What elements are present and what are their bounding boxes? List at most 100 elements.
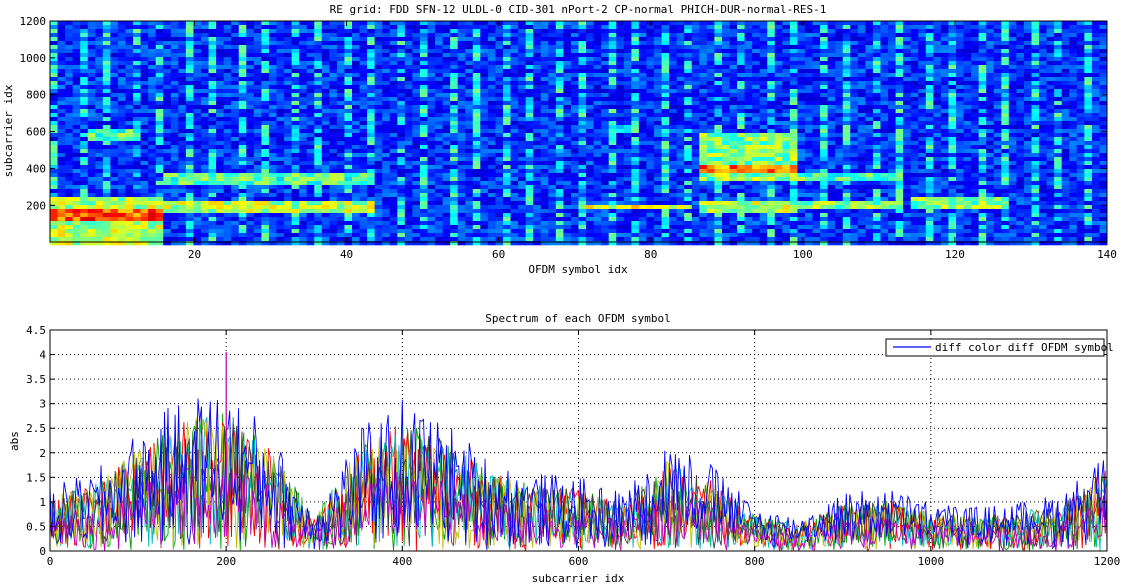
heatmap-cell (223, 241, 232, 246)
heatmap-cell (344, 193, 353, 198)
heatmap-cell (457, 69, 466, 74)
heatmap-cell (623, 49, 632, 54)
heatmap-cell (80, 221, 89, 226)
heatmap-cell (117, 153, 126, 158)
heatmap-cell (450, 165, 459, 170)
heatmap-cell (231, 25, 240, 30)
heatmap-cell (133, 141, 141, 146)
heatmap-cell (631, 173, 640, 178)
heatmap-cell (321, 97, 330, 102)
heatmap-cell (684, 101, 693, 106)
heatmap-cell (223, 229, 232, 234)
heatmap-cell (654, 233, 662, 238)
heatmap-cell (586, 109, 594, 114)
heatmap-cell (654, 137, 662, 142)
heatmap-cell (65, 157, 74, 162)
heatmap-cell (608, 237, 617, 242)
heatmap-cell (284, 153, 292, 158)
heatmap-cell (344, 109, 353, 114)
heatmap-cell (533, 169, 542, 174)
heatmap-cell (306, 105, 315, 110)
heatmap-cell (669, 221, 678, 226)
heatmap-cell (578, 213, 587, 218)
heatmap-cell (352, 137, 360, 142)
heatmap-cell (246, 109, 255, 114)
heatmap-cell (185, 49, 194, 54)
heatmap-cell (117, 169, 126, 174)
heatmap-cell (246, 205, 255, 210)
heatmap-cell (389, 113, 398, 118)
heatmap-cell (299, 25, 308, 30)
heatmap-cell (299, 161, 308, 166)
heatmap-cell (555, 25, 564, 30)
heatmap-cell (216, 61, 225, 66)
heatmap-cell (412, 221, 421, 226)
heatmap-cell (95, 205, 104, 210)
heatmap-cell (646, 205, 655, 210)
heatmap-cell (684, 205, 693, 210)
heatmap-cell (359, 241, 368, 246)
heatmap-cell (321, 233, 330, 238)
heatmap-cell (208, 77, 217, 82)
heatmap-cell (487, 113, 496, 118)
heatmap-cell (102, 237, 111, 242)
heatmap-cell (80, 141, 89, 146)
heatmap-cell (518, 45, 527, 50)
heatmap-cell (623, 109, 632, 114)
heatmap-cell (57, 109, 66, 114)
heatmap-cell (586, 145, 594, 150)
heatmap-cell (608, 221, 617, 226)
heatmap-cell (503, 109, 511, 114)
heatmap-cell (170, 121, 179, 126)
heatmap-cell (706, 129, 715, 134)
heatmap-cell (359, 61, 368, 66)
heatmap-cell (540, 193, 549, 198)
heatmap-cell (65, 41, 74, 46)
heatmap-cell (170, 145, 179, 150)
heatmap-cell (487, 145, 496, 150)
heatmap-cell (65, 69, 74, 74)
heatmap-cell (329, 117, 338, 122)
heatmap-cell (721, 61, 730, 66)
heatmap-cell (223, 137, 232, 142)
heatmap-cell (503, 25, 511, 30)
heatmap-cell (223, 121, 232, 126)
heatmap-cell (261, 45, 270, 50)
heatmap-cell (510, 109, 519, 114)
heatmap-cell (110, 53, 119, 58)
heatmap-cell (706, 97, 715, 102)
heatmap-cell (389, 149, 398, 154)
heatmap-cell (548, 181, 557, 186)
heatmap-cell (185, 97, 194, 102)
heatmap-cell (616, 213, 625, 218)
heatmap-cell (412, 193, 421, 198)
heatmap-cell (133, 37, 141, 42)
heatmap-cell (193, 45, 202, 50)
heatmap-cell (555, 97, 564, 102)
heatmap-cell (185, 29, 194, 34)
heatmap-cell (110, 85, 119, 90)
heatmap-cell (321, 229, 330, 234)
heatmap-cell (65, 57, 74, 62)
heatmap-cell (65, 113, 74, 118)
heatmap-cell (65, 65, 74, 70)
heatmap-cell (706, 109, 715, 114)
heatmap-cell (646, 129, 655, 134)
heatmap-cell (699, 65, 708, 70)
heatmap-cell (578, 145, 587, 150)
heatmap-cell (457, 105, 466, 110)
heatmap-cell (518, 29, 527, 34)
heatmap-cell (412, 25, 421, 30)
heatmap-cell (117, 137, 126, 142)
heatmap-cell (170, 173, 179, 178)
heatmap-cell (427, 161, 436, 166)
heatmap-cell (616, 241, 625, 246)
heatmap-cell (359, 49, 368, 54)
heatmap-cell (201, 133, 209, 138)
heatmap-cell (638, 41, 647, 46)
heatmap-cell (608, 121, 617, 126)
heatmap-cell (480, 121, 489, 126)
heatmap-cell (133, 81, 141, 86)
heatmap-cell (525, 117, 534, 122)
heatmap-cell (555, 237, 564, 242)
